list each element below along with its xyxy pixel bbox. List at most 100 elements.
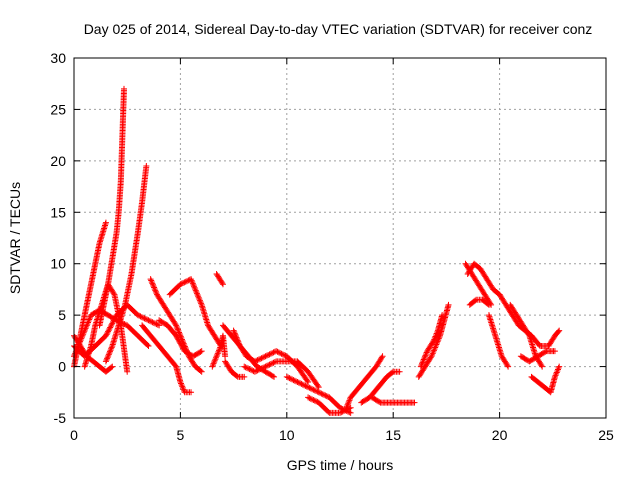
data-point (105, 328, 112, 335)
data-point (102, 358, 109, 365)
data-point (315, 389, 322, 396)
data-point (555, 328, 562, 335)
data-point (195, 294, 202, 301)
data-point (257, 355, 264, 362)
data-point (151, 285, 158, 292)
data-point (198, 348, 205, 355)
data-point (140, 314, 147, 321)
data-point (178, 381, 185, 388)
x-tick-label: 25 (598, 427, 614, 443)
data-point (484, 301, 491, 307)
data-point (303, 383, 310, 390)
data-point (432, 333, 439, 340)
data-point (317, 389, 324, 396)
data-point (149, 319, 156, 326)
data-point (146, 317, 153, 324)
data-point (152, 288, 159, 295)
data-point (430, 337, 437, 344)
data-point (342, 407, 349, 414)
data-point (422, 352, 429, 359)
data-point (143, 163, 150, 169)
data-point (267, 361, 274, 367)
data-point (323, 393, 330, 400)
series-arc-21to23-c (528, 363, 563, 396)
data-point (72, 350, 79, 357)
data-point (314, 382, 321, 389)
data-point (195, 293, 202, 300)
data-point (236, 341, 243, 348)
data-point (263, 352, 270, 359)
data-point (178, 380, 185, 387)
data-point (145, 343, 152, 349)
data-point (278, 350, 285, 357)
data-point (136, 312, 143, 319)
data-point (174, 335, 181, 342)
data-point (216, 345, 223, 352)
data-point (270, 349, 277, 356)
data-point (439, 312, 446, 319)
data-point (255, 366, 262, 373)
data-point (231, 328, 238, 335)
data-point (219, 280, 226, 286)
y-tick-label: 10 (50, 256, 66, 272)
grid-layer (74, 58, 606, 418)
data-point (434, 329, 441, 336)
data-point (180, 280, 187, 286)
data-point (179, 344, 186, 351)
data-point (190, 283, 197, 290)
data-point (429, 351, 436, 358)
data-point (389, 369, 396, 376)
data-point (76, 340, 83, 347)
data-point (306, 395, 313, 402)
data-point (214, 351, 221, 358)
data-point (175, 336, 182, 343)
data-point (346, 397, 353, 404)
data-point (80, 331, 87, 338)
data-point (233, 373, 240, 379)
data-point (431, 345, 438, 352)
series-arc-early-5 (71, 301, 163, 360)
data-point (275, 349, 282, 356)
data-point (105, 352, 112, 359)
data-point (214, 350, 221, 357)
data-point (197, 348, 204, 355)
series-arc-4to6-c (156, 317, 205, 360)
data-point (219, 281, 226, 288)
data-point (83, 323, 90, 330)
data-point (269, 350, 276, 357)
data-point (339, 408, 346, 415)
x-tick-label: 15 (385, 427, 401, 443)
data-point (150, 319, 157, 326)
data-point (233, 334, 240, 341)
data-point (314, 388, 321, 395)
data-point (241, 373, 248, 380)
data-point (428, 353, 435, 360)
series-arc-18to19-b (466, 296, 492, 308)
series-arc-7to8 (222, 358, 248, 380)
data-point (110, 319, 117, 325)
data-point (243, 364, 250, 371)
data-point (102, 332, 109, 339)
data-point (291, 377, 298, 384)
data-point (232, 331, 239, 338)
data-point (148, 318, 155, 325)
data-point (253, 357, 260, 364)
data-point (345, 400, 352, 407)
series-arc-19to20 (485, 312, 512, 370)
data-point (151, 284, 158, 291)
data-point (79, 332, 86, 339)
data-point (107, 324, 114, 331)
data-point (258, 355, 265, 362)
data-point (251, 368, 258, 375)
data-point (313, 388, 320, 394)
x-tick-label: 0 (70, 427, 78, 443)
data-point (420, 356, 427, 363)
data-point (107, 323, 114, 330)
data-point (231, 330, 238, 337)
data-point (81, 328, 88, 335)
data-point (197, 299, 204, 305)
data-point (310, 386, 317, 393)
data-point (421, 353, 428, 360)
series-arc-early-4 (81, 281, 131, 375)
data-point (192, 286, 199, 293)
